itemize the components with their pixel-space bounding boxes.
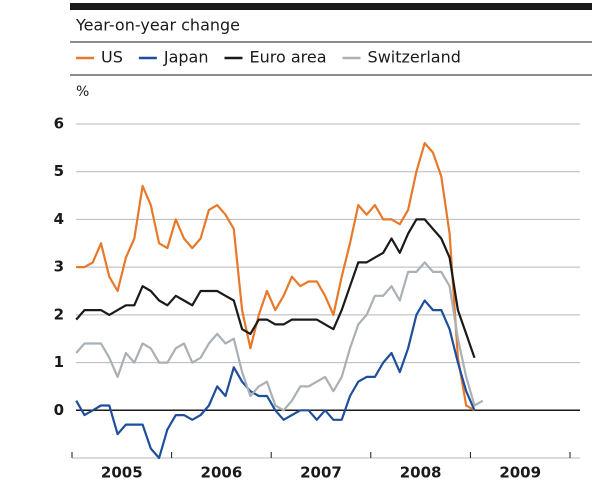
legend-label: Euro area xyxy=(250,48,327,67)
series-line xyxy=(75,261,484,412)
series-line xyxy=(75,299,476,460)
x-tick-label: 2008 xyxy=(400,464,442,482)
x-tick-label: 2007 xyxy=(300,464,342,482)
y-tick-label: 2 xyxy=(54,305,64,323)
x-tick-label: 2006 xyxy=(201,464,243,482)
y-tick-label: 0 xyxy=(54,401,64,419)
y-tick-label: 4 xyxy=(54,210,64,228)
x-tick-label: 2009 xyxy=(499,464,541,482)
chart-subtitle: Year-on-year change xyxy=(75,16,240,35)
y-axis-label: % xyxy=(76,84,89,100)
y-tick-label: 6 xyxy=(54,115,64,133)
y-tick-label: 3 xyxy=(54,258,64,276)
series-line xyxy=(76,142,476,412)
y-tick-label: 5 xyxy=(54,162,64,180)
x-tick-label: 2005 xyxy=(101,464,143,482)
top-bar xyxy=(70,3,592,10)
y-tick-label: 1 xyxy=(54,353,64,371)
legend-label: Switzerland xyxy=(368,48,461,67)
legend-label: Japan xyxy=(163,48,209,67)
series-line xyxy=(75,218,476,359)
legend-label: US xyxy=(101,48,123,67)
